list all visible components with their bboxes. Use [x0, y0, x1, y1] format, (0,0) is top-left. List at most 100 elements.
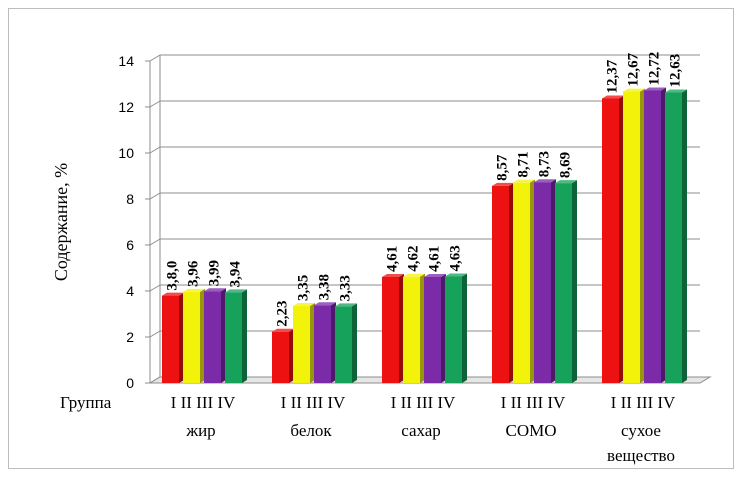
category-label: сухое	[621, 421, 661, 440]
y-tick-label: 6	[126, 237, 134, 253]
bar-side	[462, 273, 467, 383]
bar-IV-4	[665, 89, 687, 383]
bar-side	[289, 328, 294, 383]
bar-side	[661, 87, 666, 383]
bar-front	[225, 292, 242, 383]
bar-front	[513, 182, 530, 383]
data-label: 3,94	[228, 261, 244, 288]
bar-front	[382, 276, 399, 383]
bar-II-3	[513, 179, 535, 383]
data-label: 4,61	[385, 246, 401, 272]
bar-front	[555, 183, 572, 383]
bar-side	[242, 289, 247, 383]
y-tick-label: 4	[126, 283, 134, 299]
group-row-label: Группа	[60, 393, 112, 412]
bar-side	[352, 303, 357, 383]
data-label: 8,57	[495, 154, 511, 181]
bar-top	[492, 182, 514, 186]
bar-front	[602, 98, 619, 384]
bar-top	[225, 289, 247, 293]
bar-front	[445, 276, 462, 383]
bar-III-3	[534, 179, 556, 383]
bar-I-4	[602, 95, 624, 384]
bar-side	[221, 288, 226, 383]
bar-top	[623, 88, 645, 92]
bar-front	[644, 90, 661, 383]
grid-side-line	[149, 284, 161, 292]
bar-top	[555, 180, 577, 184]
data-label: 8,71	[516, 151, 532, 177]
bar-IV-3	[555, 180, 577, 383]
group-numerals: I II III IV	[391, 393, 456, 412]
bar-side	[530, 179, 535, 383]
bar-front	[534, 182, 551, 383]
bar-III-1	[314, 302, 336, 383]
bar-top	[424, 273, 446, 277]
bar-front	[492, 185, 509, 383]
data-label: 4,62	[406, 245, 422, 271]
data-label: 12,63	[668, 54, 684, 88]
bar-front	[162, 295, 179, 383]
grid-side-line	[149, 192, 161, 200]
bar-III-2	[424, 273, 446, 383]
bar-IV-1	[335, 303, 357, 383]
y-tick-label: 8	[126, 191, 134, 207]
category-label: вещество	[607, 446, 675, 465]
chart-frame	[8, 8, 734, 469]
bar-top	[445, 273, 467, 277]
bar-front	[314, 305, 331, 383]
y-axis-title: Содержание, %	[51, 163, 71, 281]
bar-II-4	[623, 88, 645, 383]
bar-III-0	[204, 288, 226, 383]
bar-top	[513, 179, 535, 183]
data-label: 12,37	[605, 59, 621, 93]
bar-I-1	[272, 328, 294, 383]
bar-top	[335, 303, 357, 307]
y-tick-label: 0	[126, 375, 134, 391]
bar-front	[424, 276, 441, 383]
group-numerals: I II III IV	[611, 393, 676, 412]
bar-front	[293, 305, 310, 383]
bar-top	[183, 288, 205, 292]
grid-side-line	[149, 330, 161, 338]
bar-side	[509, 182, 514, 383]
group-numerals: I II III IV	[171, 393, 236, 412]
y-tick-label: 2	[126, 329, 134, 345]
y-tick-label: 12	[118, 99, 134, 115]
category-label: СОМО	[505, 421, 556, 440]
bar-top	[534, 179, 556, 183]
bar-front	[272, 331, 289, 383]
bar-side	[331, 302, 336, 383]
bar-IV-0	[225, 289, 247, 383]
bar-front	[623, 91, 640, 383]
category-label: сахар	[401, 421, 441, 440]
bar-II-2	[403, 273, 425, 383]
bar-side	[310, 302, 315, 383]
bar-top	[644, 87, 666, 91]
bar-front	[665, 92, 682, 383]
bar-top	[403, 273, 425, 277]
bar-I-0	[162, 292, 184, 383]
bar-front	[183, 291, 200, 383]
y-tick-label: 14	[118, 53, 134, 69]
grid-side-line	[149, 100, 161, 108]
data-label: 4,61	[427, 246, 443, 272]
category-label: жир	[185, 421, 215, 440]
category-label: белок	[290, 421, 332, 440]
group-numerals: I II III IV	[281, 393, 346, 412]
bar-side	[200, 288, 205, 383]
bar-top	[293, 302, 315, 306]
data-label: 3,38	[317, 274, 333, 300]
data-label: 3,96	[186, 260, 202, 287]
bar-top	[382, 273, 404, 277]
bar-top	[162, 292, 184, 296]
bar-top	[665, 89, 687, 93]
bar-I-2	[382, 273, 404, 383]
bar-side	[420, 273, 425, 383]
data-label: 3,35	[296, 275, 312, 301]
bar-top	[272, 328, 294, 332]
grid-side-line	[149, 54, 161, 62]
grid-side-line	[149, 146, 161, 154]
data-label: 3,8,0	[165, 261, 181, 291]
